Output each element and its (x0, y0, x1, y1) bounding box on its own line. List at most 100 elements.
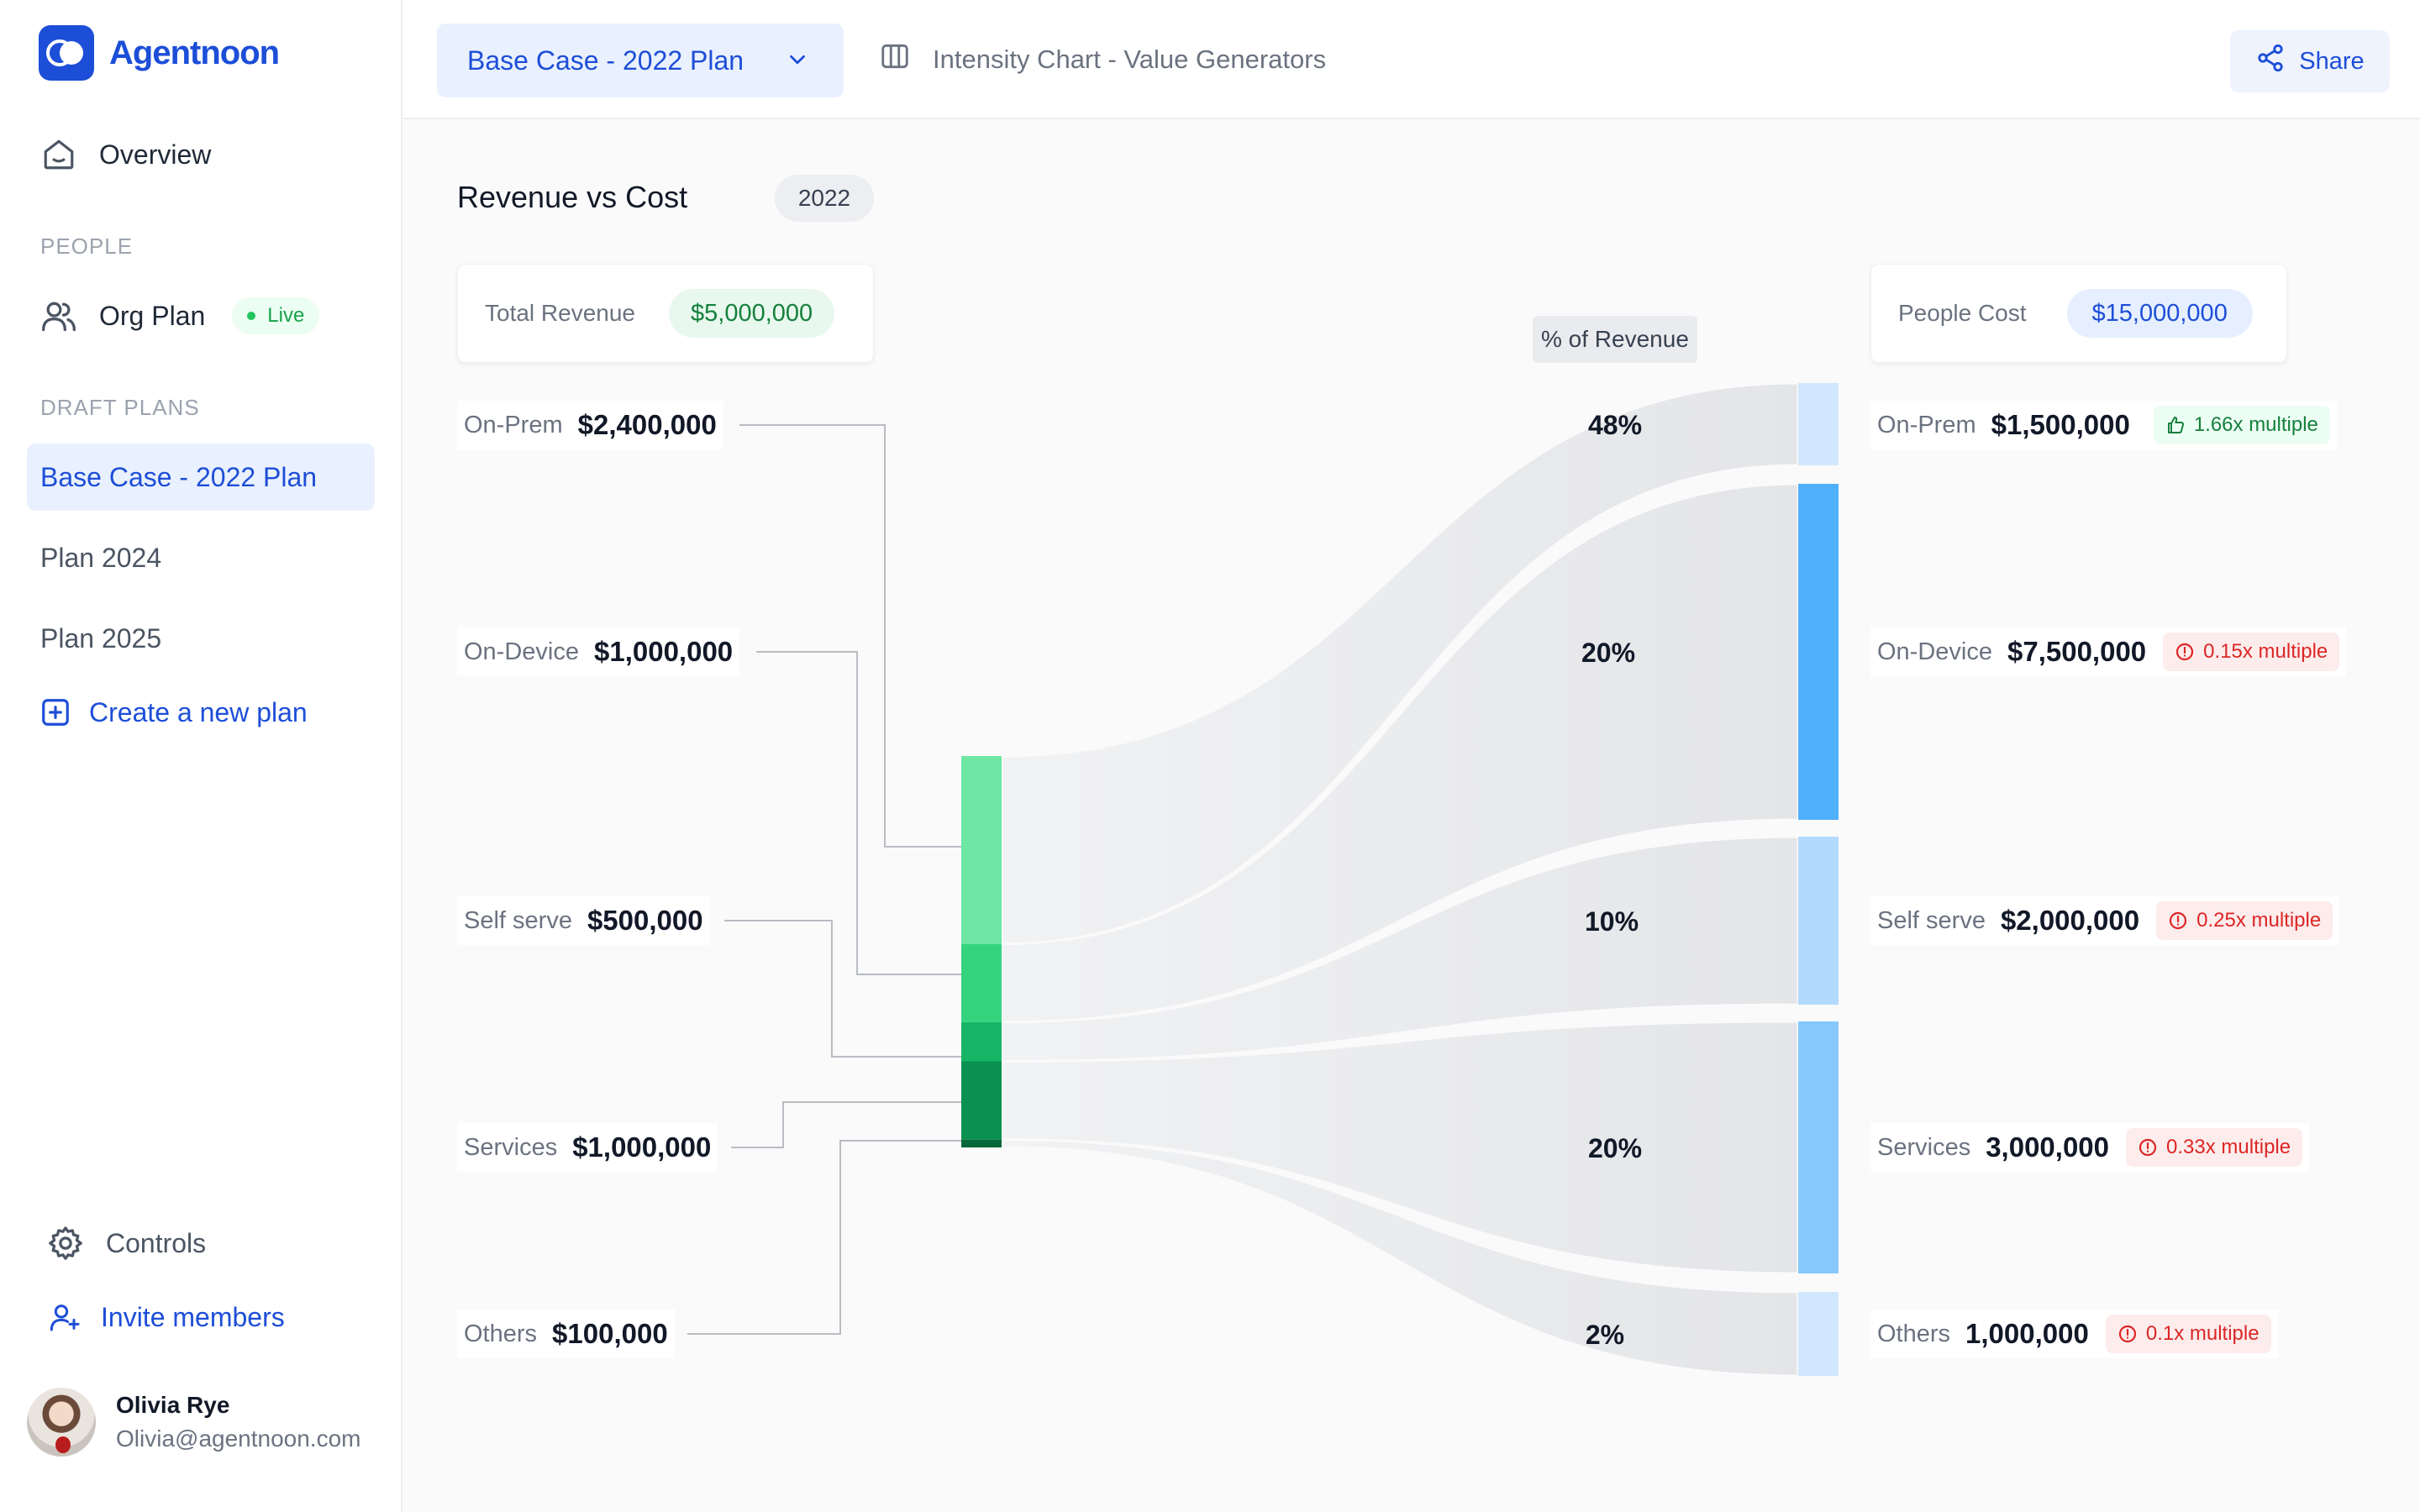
cost-bar-2 (1798, 837, 1839, 1005)
cost-value: $1,500,000 (1991, 409, 2130, 440)
revenue-segment-4 (961, 1139, 1002, 1147)
breadcrumb-label: Intensity Chart - Value Generators (933, 45, 1327, 74)
revenue-value: $1,000,000 (572, 1131, 712, 1163)
sidebar-item-label: Controls (106, 1227, 207, 1258)
live-badge-label: Live (267, 304, 305, 327)
home-icon (39, 134, 79, 175)
invite-members-button[interactable]: Invite members (34, 1284, 381, 1351)
section-label-draft-plans: DRAFT PLANS (40, 395, 200, 420)
share-button[interactable]: Share (2230, 30, 2390, 92)
revenue-row-2: Self serve $500,000 (457, 896, 710, 945)
app-name: Agentnoon (109, 34, 280, 71)
total-revenue-label: Total Revenue (485, 300, 636, 326)
flow-band-2 (1000, 835, 1800, 1063)
live-dot-icon (247, 312, 256, 320)
sidebar: Agentnoon Overview PEOPLE Org Plan Live … (0, 0, 402, 1512)
flow-band-4 (1000, 1138, 1800, 1378)
sidebar-item-org-plan[interactable]: Org Plan Live (27, 282, 375, 349)
cost-row-2: Self serve $2,000,000 0.25x multiple (1870, 896, 2340, 945)
plan-item-base-case-2022[interactable]: Base Case - 2022 Plan (27, 444, 375, 511)
revenue-row-3: Services $1,000,000 (457, 1123, 718, 1172)
users-icon (39, 296, 79, 336)
people-cost-label: People Cost (1898, 300, 2027, 326)
people-cost-value: $15,000,000 (2066, 289, 2253, 338)
invite-members-label: Invite members (101, 1301, 285, 1332)
revenue-segment-0 (961, 756, 1002, 944)
revenue-row-0: On-Prem $2,400,000 (457, 401, 723, 449)
alert-circle-icon (2118, 1324, 2138, 1344)
create-plan-button[interactable]: Create a new plan (25, 679, 373, 746)
flow-band-3 (1000, 1020, 1800, 1275)
multiple-bad-badge: 0.15x multiple (2163, 633, 2340, 671)
percent-of-revenue-header: % of Revenue (1533, 316, 1697, 363)
gear-icon (45, 1223, 86, 1263)
multiple-label: 0.33x multiple (2166, 1136, 2291, 1158)
connector-line-2 (724, 920, 961, 1058)
revenue-segment-2 (961, 1021, 1002, 1062)
plan-item-2024[interactable]: Plan 2024 (40, 542, 162, 573)
flow-band-0 (1000, 381, 1800, 946)
revenue-value: $500,000 (587, 905, 703, 936)
multiple-label: 0.25x multiple (2196, 909, 2322, 932)
sidebar-item-label: Overview (99, 139, 212, 170)
cost-category-label: Self serve (1877, 906, 1986, 934)
flow-band-1 (1000, 482, 1800, 1024)
cost-row-0: On-Prem $1,500,000 1.66x multiple (1870, 401, 2337, 449)
multiple-bad-badge: 0.1x multiple (2105, 1315, 2271, 1353)
agentnoon-logo-icon (39, 25, 94, 81)
people-cost-card: People Cost $15,000,000 (1870, 264, 2287, 363)
revenue-category-label: Others (464, 1320, 538, 1347)
revenue-category-label: Self serve (464, 906, 572, 934)
multiple-bad-badge: 0.25x multiple (2156, 901, 2333, 940)
cost-value: 1,000,000 (1965, 1318, 2089, 1349)
plus-square-icon (35, 692, 76, 732)
percent-label-2: 10% (1585, 906, 1639, 937)
revenue-category-label: On-Prem (464, 411, 563, 438)
connector-line-0 (739, 424, 961, 848)
columns-icon (879, 40, 911, 79)
revenue-category-label: On-Device (464, 638, 579, 665)
breadcrumb: Intensity Chart - Value Generators (879, 40, 1326, 79)
cost-value: $2,000,000 (2000, 905, 2140, 936)
year-badge: 2022 (775, 175, 874, 222)
alert-circle-icon (2175, 642, 2195, 662)
cost-value: $7,500,000 (2007, 636, 2147, 667)
plan-selector-dropdown[interactable]: Base Case - 2022 Plan (437, 24, 844, 97)
plan-selector-value: Base Case - 2022 Plan (467, 45, 744, 76)
chevron-down-icon (785, 47, 810, 79)
user-name: Olivia Rye (116, 1392, 230, 1418)
revenue-value: $2,400,000 (577, 409, 717, 440)
revenue-segment-3 (961, 1061, 1002, 1140)
revenue-category-label: Services (464, 1133, 558, 1161)
cost-category-label: On-Prem (1877, 411, 1976, 438)
page-title: Revenue vs Cost (457, 180, 688, 214)
sidebar-item-label: Org Plan (99, 300, 206, 331)
multiple-good-badge: 1.66x multiple (2153, 406, 2330, 444)
multiple-bad-badge: 0.33x multiple (2126, 1128, 2303, 1167)
cost-bar-1 (1798, 484, 1839, 820)
cost-category-label: On-Device (1877, 638, 1992, 665)
percent-label-4: 2% (1586, 1320, 1624, 1350)
cost-row-3: Services 3,000,000 0.33x multiple (1870, 1123, 2310, 1172)
share-label: Share (2299, 47, 2365, 75)
revenue-value: $1,000,000 (594, 636, 734, 667)
percent-label-0: 48% (1588, 410, 1642, 440)
alert-circle-icon (2138, 1137, 2158, 1158)
revenue-value: $100,000 (552, 1318, 668, 1349)
share-icon (2255, 43, 2286, 80)
cost-value: 3,000,000 (1986, 1131, 2110, 1163)
alert-circle-icon (2168, 911, 2188, 931)
cost-row-4: Others 1,000,000 0.1x multiple (1870, 1310, 2278, 1358)
sidebar-item-controls[interactable]: Controls (34, 1210, 381, 1277)
cost-row-1: On-Device $7,500,000 0.15x multiple (1870, 627, 2347, 676)
section-label-people: PEOPLE (40, 234, 134, 259)
user-profile[interactable]: Olivia Rye Olivia@agentnoon.com (27, 1388, 360, 1457)
connector-line-3 (731, 1101, 961, 1148)
cost-category-label: Others (1877, 1320, 1951, 1347)
multiple-label: 0.1x multiple (2145, 1322, 2260, 1345)
connector-line-4 (687, 1140, 961, 1335)
sidebar-item-overview[interactable]: Overview (27, 121, 375, 188)
top-header: Base Case - 2022 Plan Intensity Chart - … (403, 0, 2420, 119)
plan-item-2025[interactable]: Plan 2025 (40, 622, 162, 654)
app-logo[interactable]: Agentnoon (39, 25, 280, 81)
